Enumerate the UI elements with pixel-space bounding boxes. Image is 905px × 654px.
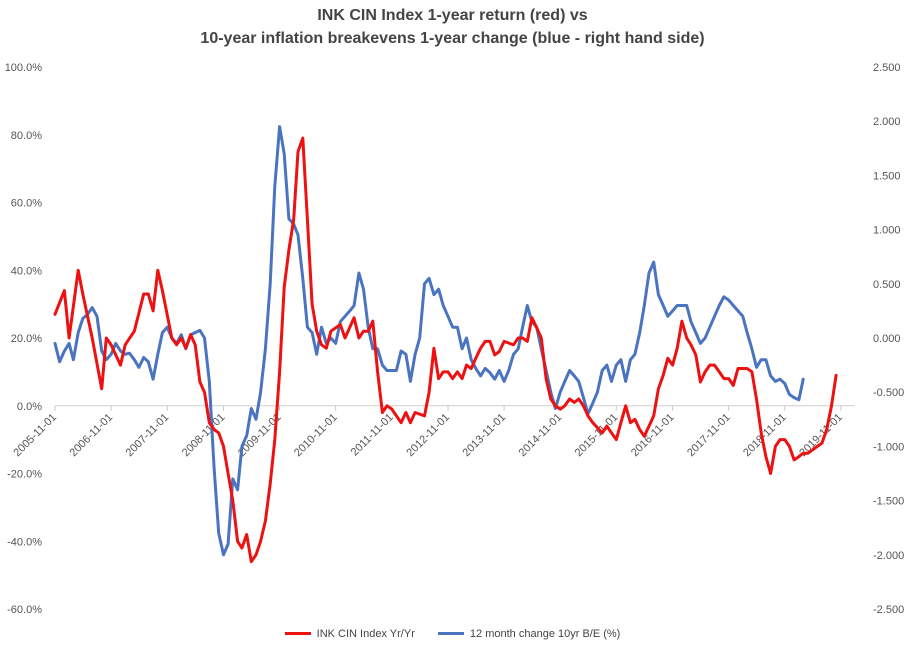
left-tick-label: 40.0% (11, 265, 42, 277)
x-tick-label: 2010-11-01 (292, 411, 340, 459)
legend-label-ink-cin: INK CIN Index Yr/Yr (316, 627, 415, 640)
chart-title-line-1: INK CIN Index 1-year return (red) vs (317, 7, 588, 24)
x-tick-label: 2007-11-01 (124, 411, 172, 459)
right-tick-label: 0.500 (873, 279, 901, 291)
right-tick-label: 0.000 (873, 333, 901, 345)
legend-item-ink-cin: INK CIN Index Yr/Yr (284, 627, 415, 640)
left-tick-label: 20.0% (11, 333, 42, 345)
right-tick-label: -1.000 (873, 441, 904, 453)
right-tick-label: 1.500 (873, 170, 901, 182)
x-axis-ticks: 2005-11-01 2006-11-01 2007-11-01 2008-11-01… (11, 405, 845, 459)
x-tick-label: 2005-11-01 (11, 411, 59, 459)
x-tick-label: 2013-11-01 (461, 411, 509, 459)
right-tick-label: -2.000 (873, 550, 904, 562)
left-tick-label: 100.0% (5, 62, 43, 74)
left-tick-label: 80.0% (11, 130, 42, 142)
series-line-breakeven (53, 125, 805, 557)
left-tick-label: -20.0% (7, 469, 42, 481)
legend-swatch-red (284, 632, 311, 635)
series-layer (53, 125, 838, 564)
left-tick-label: 0.0% (17, 401, 42, 413)
legend-item-breakeven: 12 month change 10yr B/E (%) (437, 627, 621, 640)
right-tick-label: -2.500 (873, 604, 904, 616)
chart-title-line-2: 10-year inflation breakevens 1-year chan… (200, 30, 705, 47)
x-tick-label: 2017-11-01 (685, 411, 733, 459)
x-tick-label: 2011-11-01 (349, 411, 396, 458)
right-tick-label: 1.000 (873, 225, 901, 237)
legend-swatch-blue (437, 632, 464, 635)
legend-label-breakeven: 12 month change 10yr B/E (%) (469, 627, 621, 640)
x-tick-label: 2006-11-01 (68, 411, 116, 459)
right-tick-label: -0.500 (873, 387, 904, 399)
left-tick-label: 60.0% (11, 198, 42, 210)
right-tick-label: -1.500 (873, 496, 904, 508)
left-tick-label: -60.0% (7, 604, 42, 616)
chart-title: INK CIN Index 1-year return (red) vs 10-… (0, 4, 905, 50)
x-tick-label: 2014-11-01 (517, 411, 565, 459)
left-tick-label: -40.0% (7, 536, 42, 548)
legend: INK CIN Index Yr/Yr 12 month change 10yr… (0, 626, 905, 640)
right-axis-ticks: 2.500 2.000 1.500 1.000 0.500 0.000 -0.500 -1.0… (873, 62, 904, 616)
series-line-ink-cin (53, 136, 838, 564)
right-tick-label: 2.500 (873, 62, 901, 74)
right-tick-label: 2.000 (873, 116, 901, 128)
left-axis-ticks: 100.0% 80.0% 60.0% 40.0% 20.0% 0.0% -20.0% -40.… (5, 62, 43, 616)
